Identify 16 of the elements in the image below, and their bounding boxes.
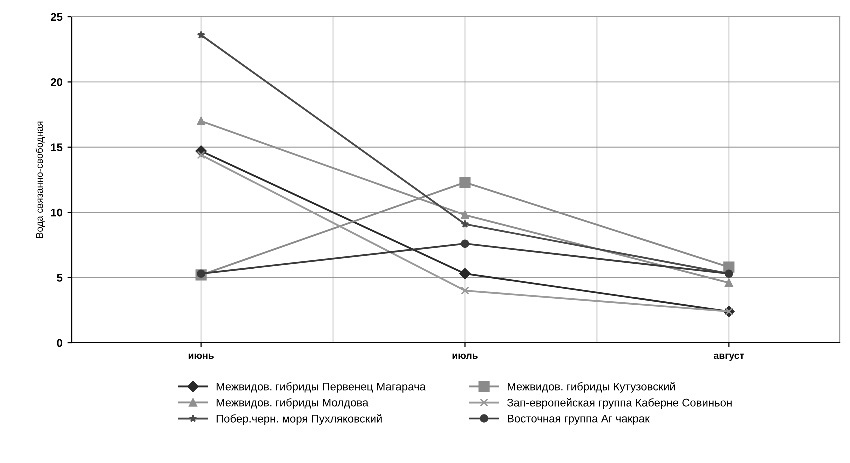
y-tick-label: 5 (57, 274, 63, 282)
legend-label: Межвидов. гибриды Первенец Магарача (216, 382, 426, 393)
x-tick-label: август (714, 354, 744, 362)
x-tick-label: июнь (188, 354, 214, 360)
legend-label: Восточная группа Аг чакрак (508, 414, 650, 425)
y-axis-title: Вода связанно-свободная (36, 122, 45, 238)
legend-label: Межвидов. гибриды Кутузовский (508, 382, 676, 393)
legend-label: Побер.черн. моря Пухляковский (216, 414, 382, 426)
legend-label: Зап-европейская группа Каберне Совиньон (507, 398, 732, 409)
y-tick-label: 20 (51, 78, 63, 86)
x-tick-label: июль (452, 354, 478, 360)
legend-label: Межвидов. гибриды Молдова (216, 398, 369, 409)
y-tick-label: 25 (51, 13, 63, 22)
y-tick-label: 0 (57, 339, 63, 348)
y-tick-label: 15 (51, 144, 63, 152)
y-tick-label: 10 (51, 208, 63, 217)
